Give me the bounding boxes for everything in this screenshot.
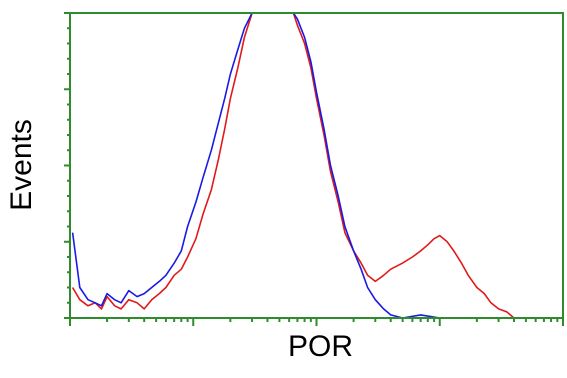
histogram-series-1 <box>71 13 563 318</box>
y-axis-title: Events <box>5 119 38 211</box>
histogram-series-0 <box>71 13 563 318</box>
axes-layer <box>64 12 564 326</box>
x-axis-title: POR <box>288 330 354 363</box>
plot-frame <box>69 12 564 319</box>
series-layer <box>71 13 563 318</box>
